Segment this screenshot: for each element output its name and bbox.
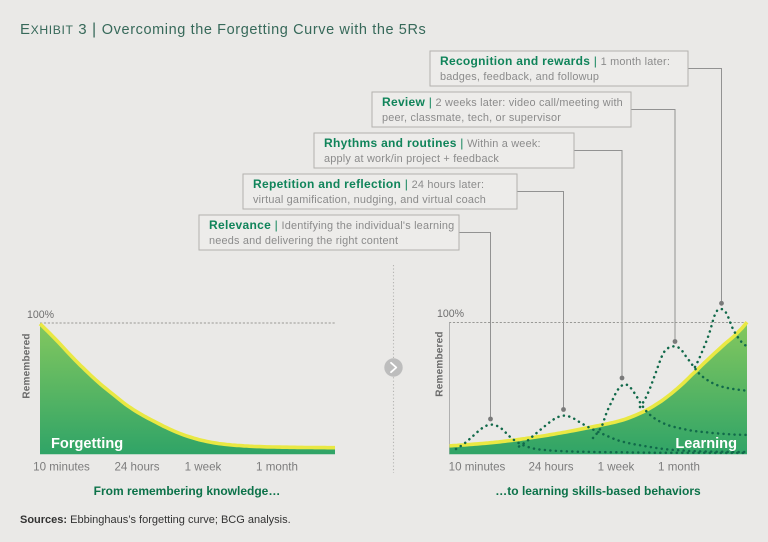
svg-text:10 minutes: 10 minutes <box>33 461 90 474</box>
svg-text:Relevance | Identifying the in: Relevance | Identifying the individual's… <box>209 218 454 232</box>
svg-text:Remembered: Remembered <box>435 331 446 396</box>
svg-text:1 week: 1 week <box>185 461 222 474</box>
svg-text:virtual gamification, nudging,: virtual gamification, nudging, and virtu… <box>253 194 486 206</box>
svg-text:100%: 100% <box>437 308 465 320</box>
svg-text:From remembering knowledge…: From remembering knowledge… <box>94 484 281 498</box>
svg-text:Remembered: Remembered <box>22 333 33 398</box>
svg-text:1 week: 1 week <box>598 461 635 474</box>
svg-text:24 hours: 24 hours <box>114 461 159 474</box>
svg-text:Repetition and reflection | 24: Repetition and reflection | 24 hours lat… <box>253 177 484 191</box>
svg-text:Recognition and rewards | 1 mo: Recognition and rewards | 1 month later: <box>440 54 670 68</box>
svg-text:Learning: Learning <box>675 436 737 452</box>
svg-text:10 minutes: 10 minutes <box>449 461 506 474</box>
svg-text:1 month: 1 month <box>658 461 700 474</box>
svg-text:1 month: 1 month <box>256 461 298 474</box>
svg-text:peer, classmate, tech, or supe: peer, classmate, tech, or supervisor <box>382 112 561 124</box>
svg-text:…to learning skills-based beha: …to learning skills-based behaviors <box>495 484 701 498</box>
svg-text:Rhythms and routines | Within: Rhythms and routines | Within a week: <box>324 136 541 150</box>
svg-text:100%: 100% <box>27 309 55 321</box>
svg-text:Forgetting: Forgetting <box>51 436 123 452</box>
svg-text:Review | 2 weeks later: video: Review | 2 weeks later: video call/meeti… <box>382 95 623 109</box>
svg-text:badges, feedback, and followup: badges, feedback, and followup <box>440 71 599 83</box>
svg-text:EXHIBIT 3 | Overcoming the For: EXHIBIT 3 | Overcoming the Forgetting Cu… <box>20 21 426 38</box>
svg-text:24 hours: 24 hours <box>528 461 573 474</box>
svg-text:needs and delivering the right: needs and delivering the right content <box>209 235 398 247</box>
svg-text:apply at work/in project + fee: apply at work/in project + feedback <box>324 153 499 165</box>
svg-text:Sources: Ebbinghaus’s forgetti: Sources: Ebbinghaus’s forgetting curve; … <box>20 514 291 526</box>
